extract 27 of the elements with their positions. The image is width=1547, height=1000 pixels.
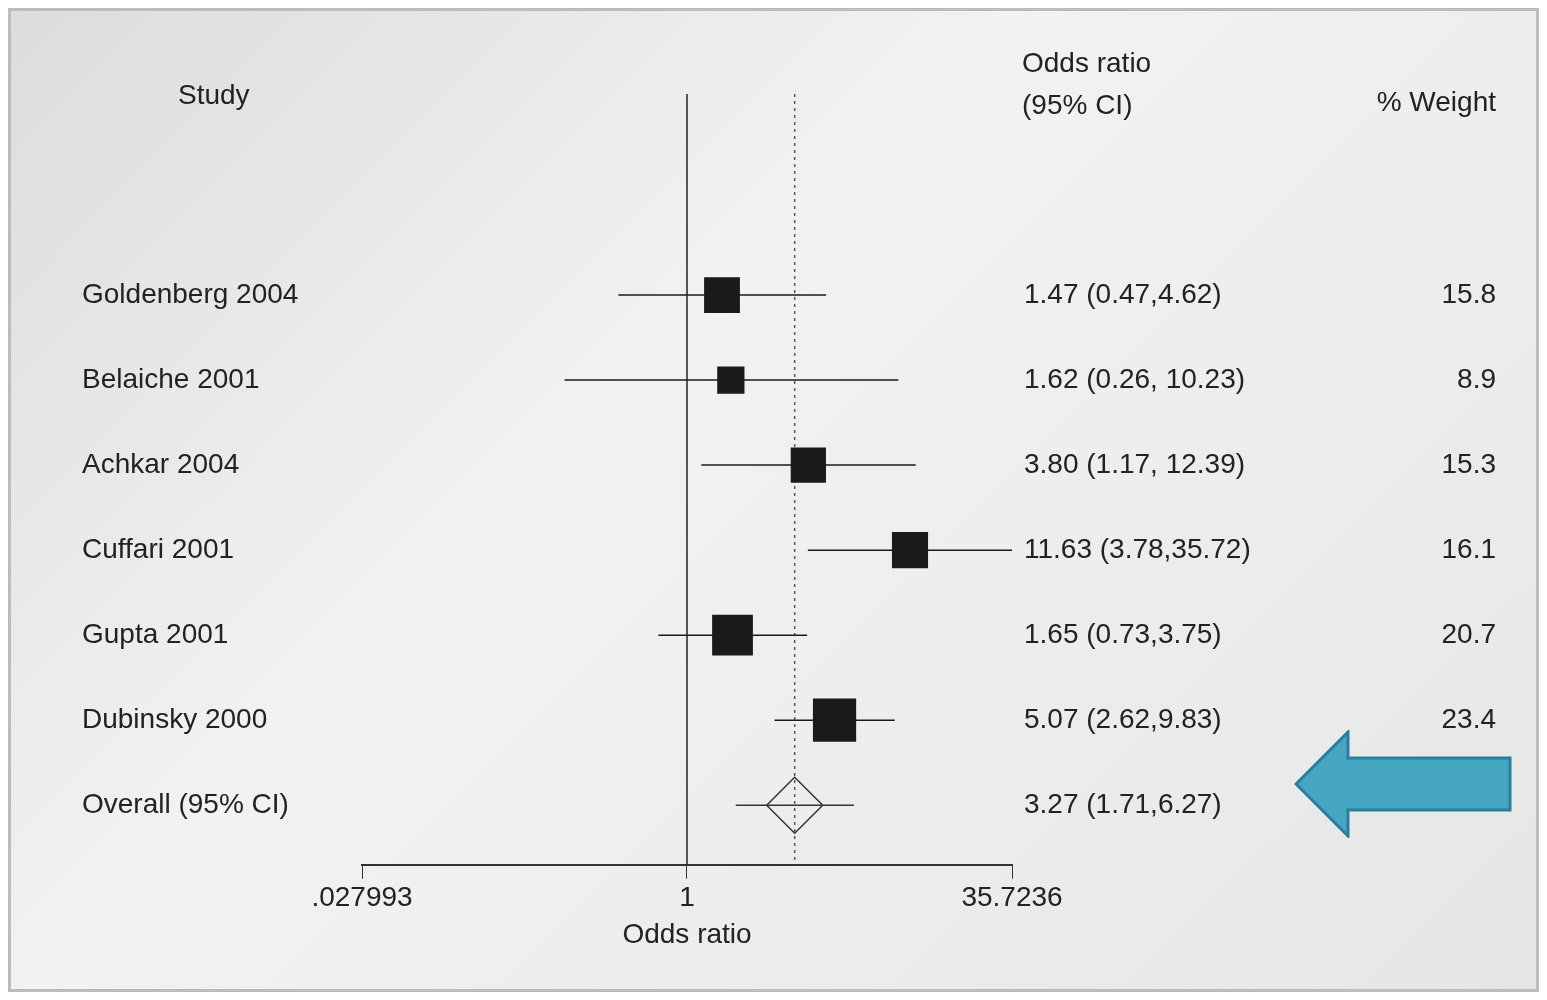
y-tick-label: Overall (95% CI) xyxy=(82,787,289,819)
text: 20.7 xyxy=(1441,617,1496,649)
x-tick-label: 1 xyxy=(679,881,695,913)
text: 16.1 xyxy=(1441,532,1496,564)
x-axis-title: Odds ratio xyxy=(622,917,752,949)
text: 11.63 (3.78,35.72) xyxy=(1024,532,1251,564)
y-tick-label: Cuffari 2001 xyxy=(82,532,235,564)
x-tick-label: 35.7236 xyxy=(961,881,1063,913)
text: 5.07 (2.62,9.83) xyxy=(1024,702,1222,734)
text: Study xyxy=(178,78,250,110)
text: 3.80 (1.17, 12.39) xyxy=(1024,447,1246,479)
y-tick-label: Dubinsky 2000 xyxy=(82,702,268,734)
y-tick-label: Belaiche 2001 xyxy=(82,362,260,394)
text: Odds ratio (95% CI) xyxy=(1022,46,1152,120)
text: 3.27 (1.71,6.27) xyxy=(1024,787,1222,819)
text: 8.9 xyxy=(1457,362,1496,394)
y-tick-label: Goldenberg 2004 xyxy=(82,277,299,309)
y-tick-label: Gupta 2001 xyxy=(82,617,229,649)
text: 15.8 xyxy=(1441,277,1496,309)
y-tick-label: Achkar 2004 xyxy=(82,447,240,479)
text: 1.47 (0.47,4.62) xyxy=(1024,277,1222,309)
text: % Weight xyxy=(1376,85,1497,117)
text: 15.3 xyxy=(1441,447,1496,479)
text: 1.65 (0.73,3.75) xyxy=(1024,617,1222,649)
text: 23.4 xyxy=(1441,702,1496,734)
text: 1.62 (0.26, 10.23) xyxy=(1024,362,1246,394)
x-tick-label: .027993 xyxy=(311,881,413,913)
